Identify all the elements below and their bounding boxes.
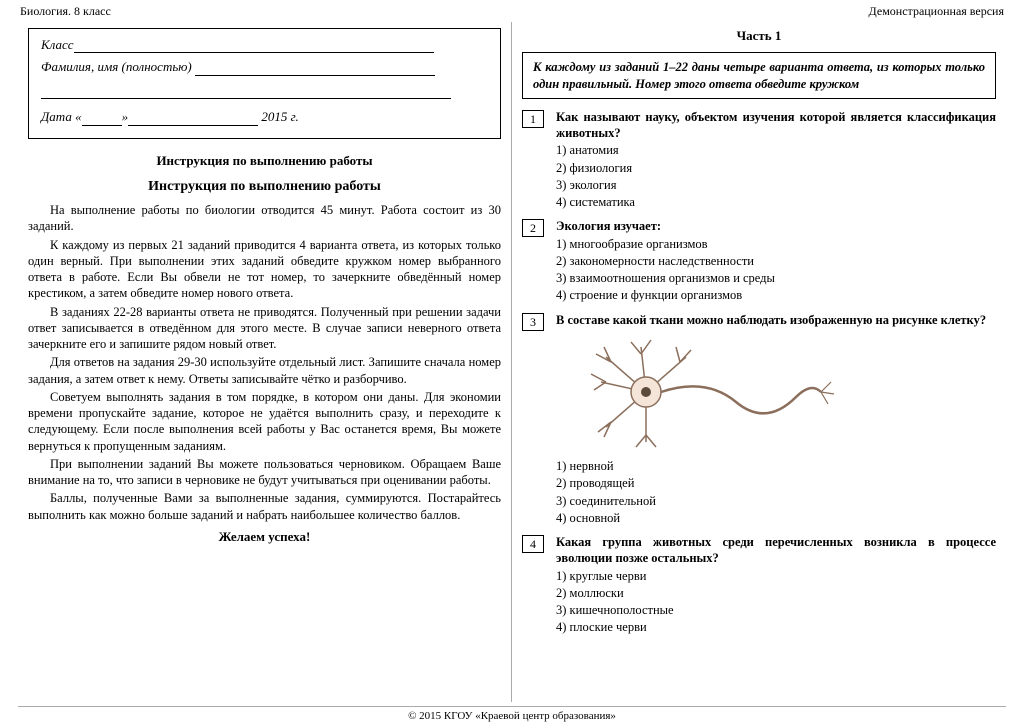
- question-option[interactable]: 4) плоские черви: [556, 619, 996, 635]
- question-option[interactable]: 3) кишечнополостные: [556, 602, 996, 618]
- instruction-para: Для ответов на задания 29-30 используйте…: [28, 354, 501, 387]
- question-text: Как называют науку, объектом изучения ко…: [556, 109, 996, 142]
- main-content: Класс Фамилия, имя (полностью) Дата «» 2…: [0, 22, 1024, 702]
- neuron-figure: [576, 332, 996, 456]
- question-number: 2: [522, 219, 544, 237]
- instruction-para: Баллы, полученные Вами за выполненные за…: [28, 490, 501, 523]
- instructions-title-1: Инструкция по выполнению работы: [28, 153, 501, 170]
- question-option[interactable]: 4) основной: [556, 510, 996, 526]
- left-column: Класс Фамилия, имя (полностью) Дата «» 2…: [18, 22, 512, 702]
- question-1: 1 Как называют науку, объектом изучения …: [522, 109, 996, 211]
- wish-text: Желаем успеха!: [28, 529, 501, 546]
- neuron-icon: [576, 332, 836, 452]
- date-month-blank[interactable]: [128, 114, 258, 126]
- question-text: В составе какой ткани можно наблюдать из…: [556, 312, 996, 328]
- part-title: Часть 1: [522, 28, 996, 45]
- header-left: Биология. 8 класс: [20, 4, 111, 20]
- class-label: Класс: [41, 37, 74, 52]
- right-column: Часть 1 К каждому из заданий 1–22 даны ч…: [512, 22, 1006, 702]
- page-footer: © 2015 КГОУ «Краевой центр образования»: [18, 706, 1006, 723]
- question-number: 1: [522, 110, 544, 128]
- name-blank-2[interactable]: [41, 87, 451, 99]
- instruction-para: В заданиях 22-28 варианты ответа не прив…: [28, 304, 501, 353]
- question-4: 4 Какая группа животных среди перечислен…: [522, 534, 996, 636]
- name-label: Фамилия, имя (полностью): [41, 59, 192, 74]
- date-day-blank[interactable]: [82, 114, 122, 126]
- question-option[interactable]: 2) физиология: [556, 160, 996, 176]
- question-number: 3: [522, 313, 544, 331]
- question-option[interactable]: 1) многообразие организмов: [556, 236, 996, 252]
- question-option[interactable]: 3) взаимоотношения организмов и среды: [556, 270, 996, 286]
- instruction-para: Советуем выполнять задания в том порядке…: [28, 389, 501, 454]
- question-3: 3 В составе какой ткани можно наблюдать …: [522, 312, 996, 527]
- question-option[interactable]: 4) строение и функции организмов: [556, 287, 996, 303]
- question-option[interactable]: 2) проводящей: [556, 475, 996, 491]
- instruction-para: К каждому из первых 21 заданий приводитс…: [28, 237, 501, 302]
- question-text: Какая группа животных среди перечисленны…: [556, 534, 996, 567]
- question-option[interactable]: 1) круглые черви: [556, 568, 996, 584]
- header-right: Демонстрационная версия: [869, 4, 1004, 20]
- question-option[interactable]: 2) закономерности наследственности: [556, 253, 996, 269]
- question-number: 4: [522, 535, 544, 553]
- instruction-para: На выполнение работы по биологии отводит…: [28, 202, 501, 235]
- question-option[interactable]: 1) нервной: [556, 458, 996, 474]
- part-instruction: К каждому из заданий 1–22 даны четыре ва…: [522, 52, 996, 99]
- student-form: Класс Фамилия, имя (полностью) Дата «» 2…: [28, 28, 501, 140]
- question-text: Экология изучает:: [556, 218, 996, 234]
- question-option[interactable]: 1) анатомия: [556, 142, 996, 158]
- question-option[interactable]: 3) соединительной: [556, 493, 996, 509]
- instruction-para: При выполнении заданий Вы можете пользов…: [28, 456, 501, 489]
- question-option[interactable]: 2) моллюски: [556, 585, 996, 601]
- question-2: 2 Экология изучает: 1) многообразие орга…: [522, 218, 996, 303]
- date-prefix: Дата «: [41, 109, 82, 124]
- name-blank[interactable]: [195, 64, 435, 76]
- question-option[interactable]: 4) систематика: [556, 194, 996, 210]
- year-suffix: 2015 г.: [258, 109, 299, 124]
- page-header: Биология. 8 класс Демонстрационная верси…: [0, 0, 1024, 22]
- class-blank[interactable]: [74, 41, 434, 53]
- instructions-title-2: Инструкция по выполнению работы: [28, 178, 501, 196]
- question-option[interactable]: 3) экология: [556, 177, 996, 193]
